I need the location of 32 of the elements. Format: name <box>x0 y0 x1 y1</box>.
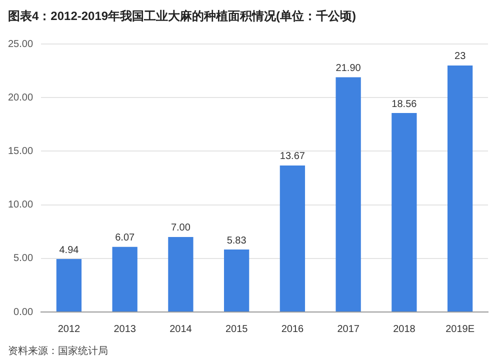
y-tick-label: 5.00 <box>14 253 34 264</box>
x-tick-label: 2014 <box>170 324 192 335</box>
x-tick-label: 2015 <box>225 324 248 335</box>
bar <box>392 113 417 312</box>
text: 资料来源：国家统计局 <box>7 344 109 358</box>
x-tick-label: 2016 <box>281 324 304 335</box>
data-label: 18.56 <box>392 98 418 110</box>
bar <box>112 246 138 312</box>
x-tick-label: 2017 <box>337 324 360 335</box>
bar <box>168 236 194 312</box>
y-tick-label: 0.00 <box>14 306 34 318</box>
bar <box>447 65 473 312</box>
bar <box>224 250 250 312</box>
y-tick-label: 20.00 <box>8 92 34 104</box>
y-tick-label: 10.00 <box>8 200 34 211</box>
bar <box>336 77 361 312</box>
data-label: 4.94 <box>59 244 80 256</box>
data-label: 13.67 <box>280 151 306 162</box>
chart-title: 图表4：2012-2019年我国工业大麻的种植面积情况(单位：千公顷) <box>7 8 358 25</box>
data-label: 7.00 <box>170 222 191 234</box>
x-tick-label: 2019E <box>446 324 475 335</box>
x-tick-label: 2013 <box>114 324 136 335</box>
x-tick-label: 2018 <box>393 324 416 335</box>
data-label: 21.90 <box>336 62 362 74</box>
data-label: 23 <box>454 51 466 62</box>
data-label: 5.83 <box>226 235 247 246</box>
data-label: 6.07 <box>115 232 135 244</box>
x-tick-label: 2012 <box>58 324 81 335</box>
y-tick-label: 25.00 <box>8 38 34 50</box>
y-tick-label: 15.00 <box>8 146 34 157</box>
bar <box>280 165 306 312</box>
bar <box>56 259 82 312</box>
